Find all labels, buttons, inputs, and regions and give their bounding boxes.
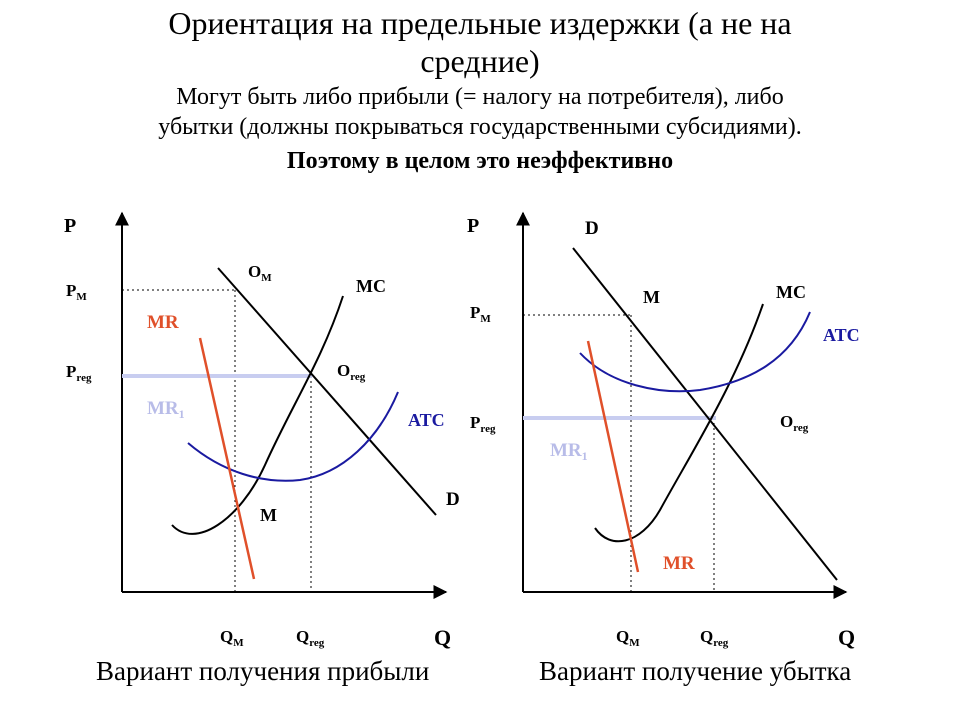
left-mr-line [198,337,256,580]
left-mr1-label: MR1 [147,398,185,421]
right-mc-label: MC [776,282,806,302]
conclusion-text: Поэтому в целом это неэффективно [286,148,674,174]
left-axis-q-label: Q [434,625,451,650]
right-axis-q-label: Q [838,625,855,650]
right-caption: Вариант получение убытка [539,656,852,686]
left-diagram: P Q PM Preg OM Oreg MC MR MR1 ATC D M QM… [64,211,460,650]
right-d-label: D [585,218,599,239]
left-preg-label: Preg [66,362,92,384]
right-atc-curve [579,311,811,393]
left-m-label: M [260,505,277,525]
right-atc-label: ATC [823,325,860,345]
left-mc-label: MC [356,276,386,296]
left-qreg-label: Qreg [296,627,325,649]
right-mr1-label: MR1 [550,440,588,463]
right-qreg-label: Qreg [700,627,729,649]
left-caption: Вариант получения прибыли [96,656,430,686]
right-m-label: M [643,287,660,307]
slide-title: Ориентация на предельные издержки (а не … [0,4,960,80]
left-om-label: OM [248,262,272,284]
left-atc-curve [187,391,399,482]
right-oreg-label: Oreg [780,412,809,434]
right-mr-label: MR [663,553,695,574]
left-atc-label: ATC [408,410,445,430]
left-demand-curve [217,267,437,516]
right-diagram: P Q PM Preg Oreg MC MR MR1 ATC D M QM Qr… [467,211,860,650]
slide-subtitle: Могут быть либо прибыли (= налогу на пот… [0,82,960,142]
slide-subtitle-line-2: убытки (должны покрываться государственн… [158,114,802,140]
slide-subtitle-line-1: Могут быть либо прибыли (= налогу на пот… [176,84,784,110]
left-qm-label: QM [220,627,244,649]
left-oreg-label: Oreg [337,361,366,383]
left-axis-p-label: P [64,215,76,237]
left-pm-label: PM [66,281,87,303]
left-mr-label: MR [147,312,179,333]
left-mc-curve [171,295,344,535]
right-demand-curve [572,247,838,581]
right-preg-label: Preg [470,413,496,435]
right-qm-label: QM [616,627,640,649]
right-mc-curve [594,303,764,543]
slide-title-line-2: средние) [420,43,540,79]
left-d-label: D [446,489,460,510]
slide-title-line-1: Ориентация на предельные издержки (а не … [168,5,792,41]
right-pm-label: PM [470,303,491,325]
right-mr-line [586,340,640,573]
right-axis-p-label: P [467,215,479,237]
